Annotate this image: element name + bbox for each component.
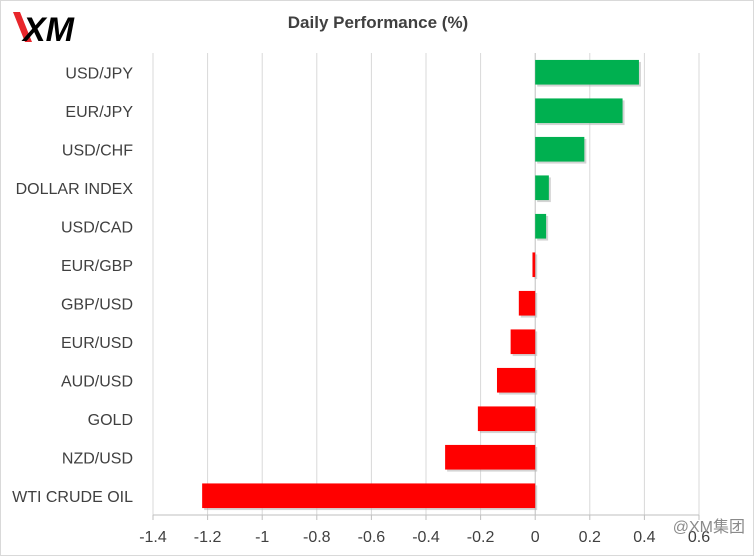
xm-logo: XM — [11, 6, 107, 46]
x-tick-label: -0.8 — [303, 529, 331, 546]
bar-dollar-index — [535, 175, 549, 201]
x-tick-label: 0.4 — [633, 529, 655, 546]
category-label: USD/CAD — [61, 219, 133, 236]
bar-eur-usd — [510, 329, 536, 355]
bar-eur-jpy — [535, 98, 623, 124]
x-tick-label: 0.2 — [579, 529, 601, 546]
category-label: WTI CRUDE OIL — [12, 489, 133, 506]
x-tick-label: -0.2 — [467, 529, 495, 546]
category-label: EUR/GBP — [61, 258, 133, 275]
bar-usd-chf — [535, 136, 585, 162]
x-tick-label: -1 — [255, 529, 269, 546]
category-label: AUD/USD — [61, 373, 133, 390]
bar-gold — [477, 406, 536, 432]
category-label: GOLD — [88, 412, 133, 429]
bar-aud-usd — [496, 367, 536, 393]
category-label: EUR/JPY — [65, 104, 133, 121]
category-label: NZD/USD — [62, 450, 133, 467]
x-tick-label: -1.2 — [194, 529, 222, 546]
category-label: USD/CHF — [62, 142, 133, 159]
category-label: DOLLAR INDEX — [16, 181, 134, 198]
bar-wti-crude-oil — [202, 483, 536, 509]
category-label: USD/JPY — [65, 65, 133, 82]
category-label: EUR/USD — [61, 335, 133, 352]
x-tick-label: -1.4 — [139, 529, 167, 546]
category-label: GBP/USD — [61, 296, 133, 313]
x-tick-label: 0.6 — [688, 529, 710, 546]
watermark: @XM集团 — [672, 519, 745, 536]
bar-shadow — [534, 254, 538, 280]
x-tick-label: -0.6 — [358, 529, 386, 546]
bar-usd-jpy — [535, 59, 639, 85]
xm-logo-graphic: XM — [13, 11, 75, 46]
x-tick-label: -0.4 — [412, 529, 440, 546]
svg-text:XM: XM — [21, 11, 75, 46]
bar-eur-gbp — [532, 252, 536, 278]
bar-nzd-usd — [445, 444, 536, 470]
bar-gbp-usd — [518, 290, 536, 316]
bar-usd-cad — [535, 213, 547, 239]
chart-title: Daily Performance (%) — [287, 13, 469, 32]
x-tick-label: 0 — [531, 529, 540, 546]
